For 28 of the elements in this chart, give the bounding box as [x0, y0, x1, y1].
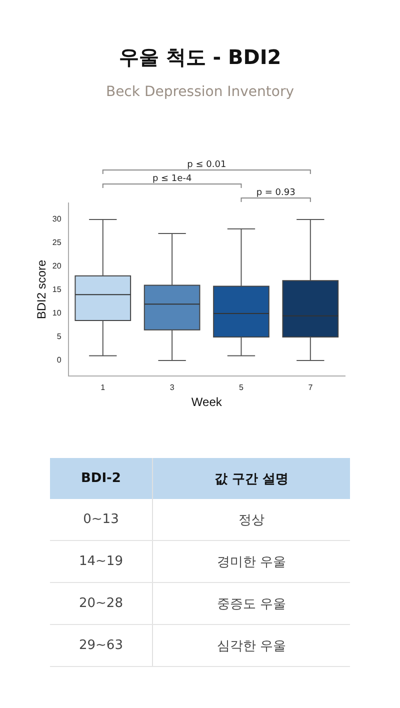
text: BDI-2 — [50, 458, 152, 499]
y-tick-label: 10 — [52, 308, 62, 318]
chart-title: 우울 척도 - BDI2 — [118, 44, 282, 71]
text: p = 0.93 — [256, 188, 296, 198]
y-tick-label: 0 — [56, 356, 62, 365]
y-tick-label: 5 — [56, 332, 62, 342]
x-axis-title: Week — [191, 395, 223, 410]
text: 14~19 — [50, 540, 152, 582]
text: 29~63 — [50, 624, 152, 666]
text: 경미한 우울 — [152, 540, 350, 582]
x-tick-label: 3 — [170, 383, 175, 392]
x-tick-label: 5 — [239, 383, 244, 392]
y-tick-label: 30 — [52, 214, 62, 224]
text: 정상 — [152, 499, 350, 540]
text: p ≤ 1e-4 — [152, 174, 192, 184]
chart-subtitle: Beck Depression Inventory — [104, 84, 296, 100]
y-tick-label: 15 — [52, 285, 62, 294]
y-axis-title: BDI2 score — [34, 260, 49, 320]
text: 값 구간 설명 — [152, 458, 350, 499]
text: p ≤ 0.01 — [187, 160, 226, 170]
text: 심각한 우울 — [152, 624, 350, 666]
x-tick-label: 7 — [308, 383, 314, 392]
y-tick-label: 20 — [52, 262, 62, 271]
text: 20~28 — [50, 582, 152, 624]
text: 0~13 — [50, 499, 152, 540]
text: 중증도 우울 — [152, 582, 350, 624]
x-tick-label: 1 — [100, 383, 106, 392]
y-tick-label: 25 — [52, 238, 62, 248]
